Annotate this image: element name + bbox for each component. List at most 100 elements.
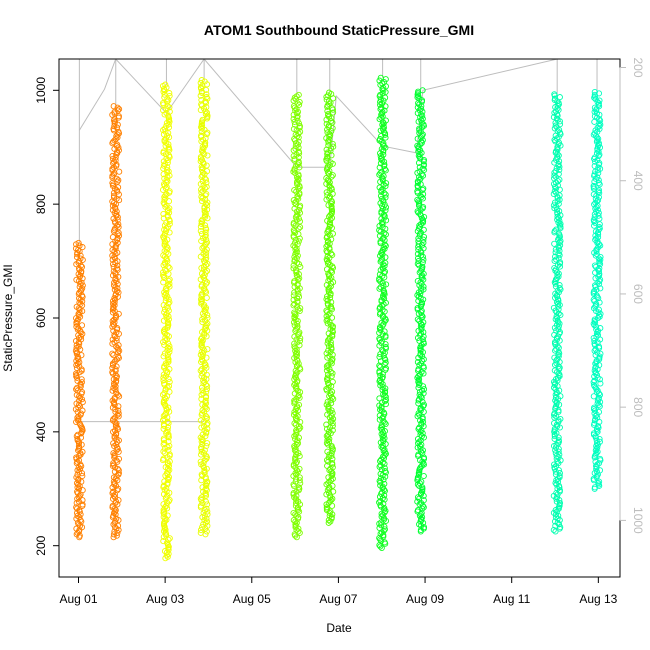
data-point <box>290 168 297 175</box>
data-point <box>203 294 210 301</box>
data-point <box>164 539 171 546</box>
data-point <box>202 287 209 294</box>
data-point <box>197 158 204 165</box>
data-point <box>294 133 301 140</box>
data-point <box>198 230 205 237</box>
data-point <box>377 543 384 550</box>
data-point <box>165 420 172 427</box>
data-point <box>77 465 84 472</box>
data-point <box>324 300 331 307</box>
data-point <box>380 486 388 493</box>
data-point <box>202 519 209 526</box>
data-point <box>324 229 331 236</box>
data-point <box>73 474 80 481</box>
data-point <box>164 427 171 434</box>
secondary-y-axis: 200 400 600 800 1000 <box>619 57 645 534</box>
data-point <box>297 305 304 312</box>
data-point <box>204 267 211 274</box>
data-point <box>552 413 559 420</box>
data-point <box>161 111 168 118</box>
data-point <box>159 417 167 424</box>
x-axis: Aug 01 Aug 03 Aug 05 Aug 07 Aug 09 Aug 11 Aug … <box>59 576 618 606</box>
data-point <box>329 323 336 330</box>
data-point <box>416 176 423 184</box>
data-point <box>554 356 561 363</box>
data-point <box>297 418 304 426</box>
data-point <box>593 425 600 433</box>
data-point <box>296 189 303 197</box>
data-point <box>293 448 300 455</box>
data-point <box>557 259 564 266</box>
data-point <box>73 433 80 440</box>
data-point <box>323 421 330 428</box>
data-point <box>382 344 389 351</box>
data-point <box>113 187 120 194</box>
data-point <box>110 303 117 310</box>
data-point <box>591 162 598 170</box>
data-point <box>328 203 335 210</box>
data-point <box>294 178 301 185</box>
data-point <box>73 254 81 261</box>
data-point <box>557 415 564 423</box>
data-point <box>555 250 562 257</box>
data-point <box>198 336 205 343</box>
data-point <box>115 177 122 184</box>
data-point <box>554 216 561 223</box>
data-point <box>160 210 167 218</box>
data-point <box>381 262 388 269</box>
data-point <box>202 232 209 239</box>
data-point <box>597 165 604 172</box>
data-point <box>382 191 389 198</box>
data-point <box>555 161 562 168</box>
data-point <box>556 247 563 254</box>
data-point <box>414 182 421 189</box>
data-point <box>555 303 562 310</box>
data-point <box>161 330 169 337</box>
data-point <box>325 458 332 465</box>
data-point <box>414 104 421 111</box>
data-point <box>164 319 171 326</box>
data-point <box>329 420 336 427</box>
series-3 <box>197 77 211 538</box>
data-point <box>76 242 83 249</box>
data-point <box>381 480 388 487</box>
data-point <box>295 306 302 313</box>
data-point <box>111 319 118 326</box>
data-point <box>203 109 211 116</box>
data-point <box>329 172 336 179</box>
data-point <box>198 124 205 131</box>
data-point <box>161 161 168 168</box>
data-point <box>327 294 334 301</box>
data-point <box>198 438 205 445</box>
data-point <box>110 416 117 423</box>
data-point <box>296 508 303 515</box>
data-point <box>592 360 599 367</box>
data-point <box>376 395 383 402</box>
data-point <box>294 440 302 447</box>
data-point <box>291 376 298 383</box>
data-point <box>381 245 388 252</box>
data-point <box>594 137 601 144</box>
data-point <box>165 97 172 104</box>
series-9 <box>590 88 604 492</box>
data-point <box>593 443 600 450</box>
data-point <box>116 106 123 113</box>
data-point <box>592 252 599 259</box>
data-point <box>329 460 336 467</box>
y2-tick-label: 400 <box>631 171 645 191</box>
data-point <box>296 307 303 315</box>
data-point <box>591 222 598 229</box>
data-point <box>203 183 210 190</box>
data-point <box>379 433 386 440</box>
data-point <box>165 168 172 175</box>
data-point <box>164 459 171 466</box>
data-point <box>593 468 600 475</box>
data-point <box>323 350 330 357</box>
data-point <box>323 96 330 103</box>
data-point <box>418 515 425 522</box>
data-point <box>378 133 385 140</box>
data-point <box>160 279 167 286</box>
series-4 <box>290 91 304 541</box>
data-point <box>290 517 297 524</box>
data-point <box>379 90 386 97</box>
